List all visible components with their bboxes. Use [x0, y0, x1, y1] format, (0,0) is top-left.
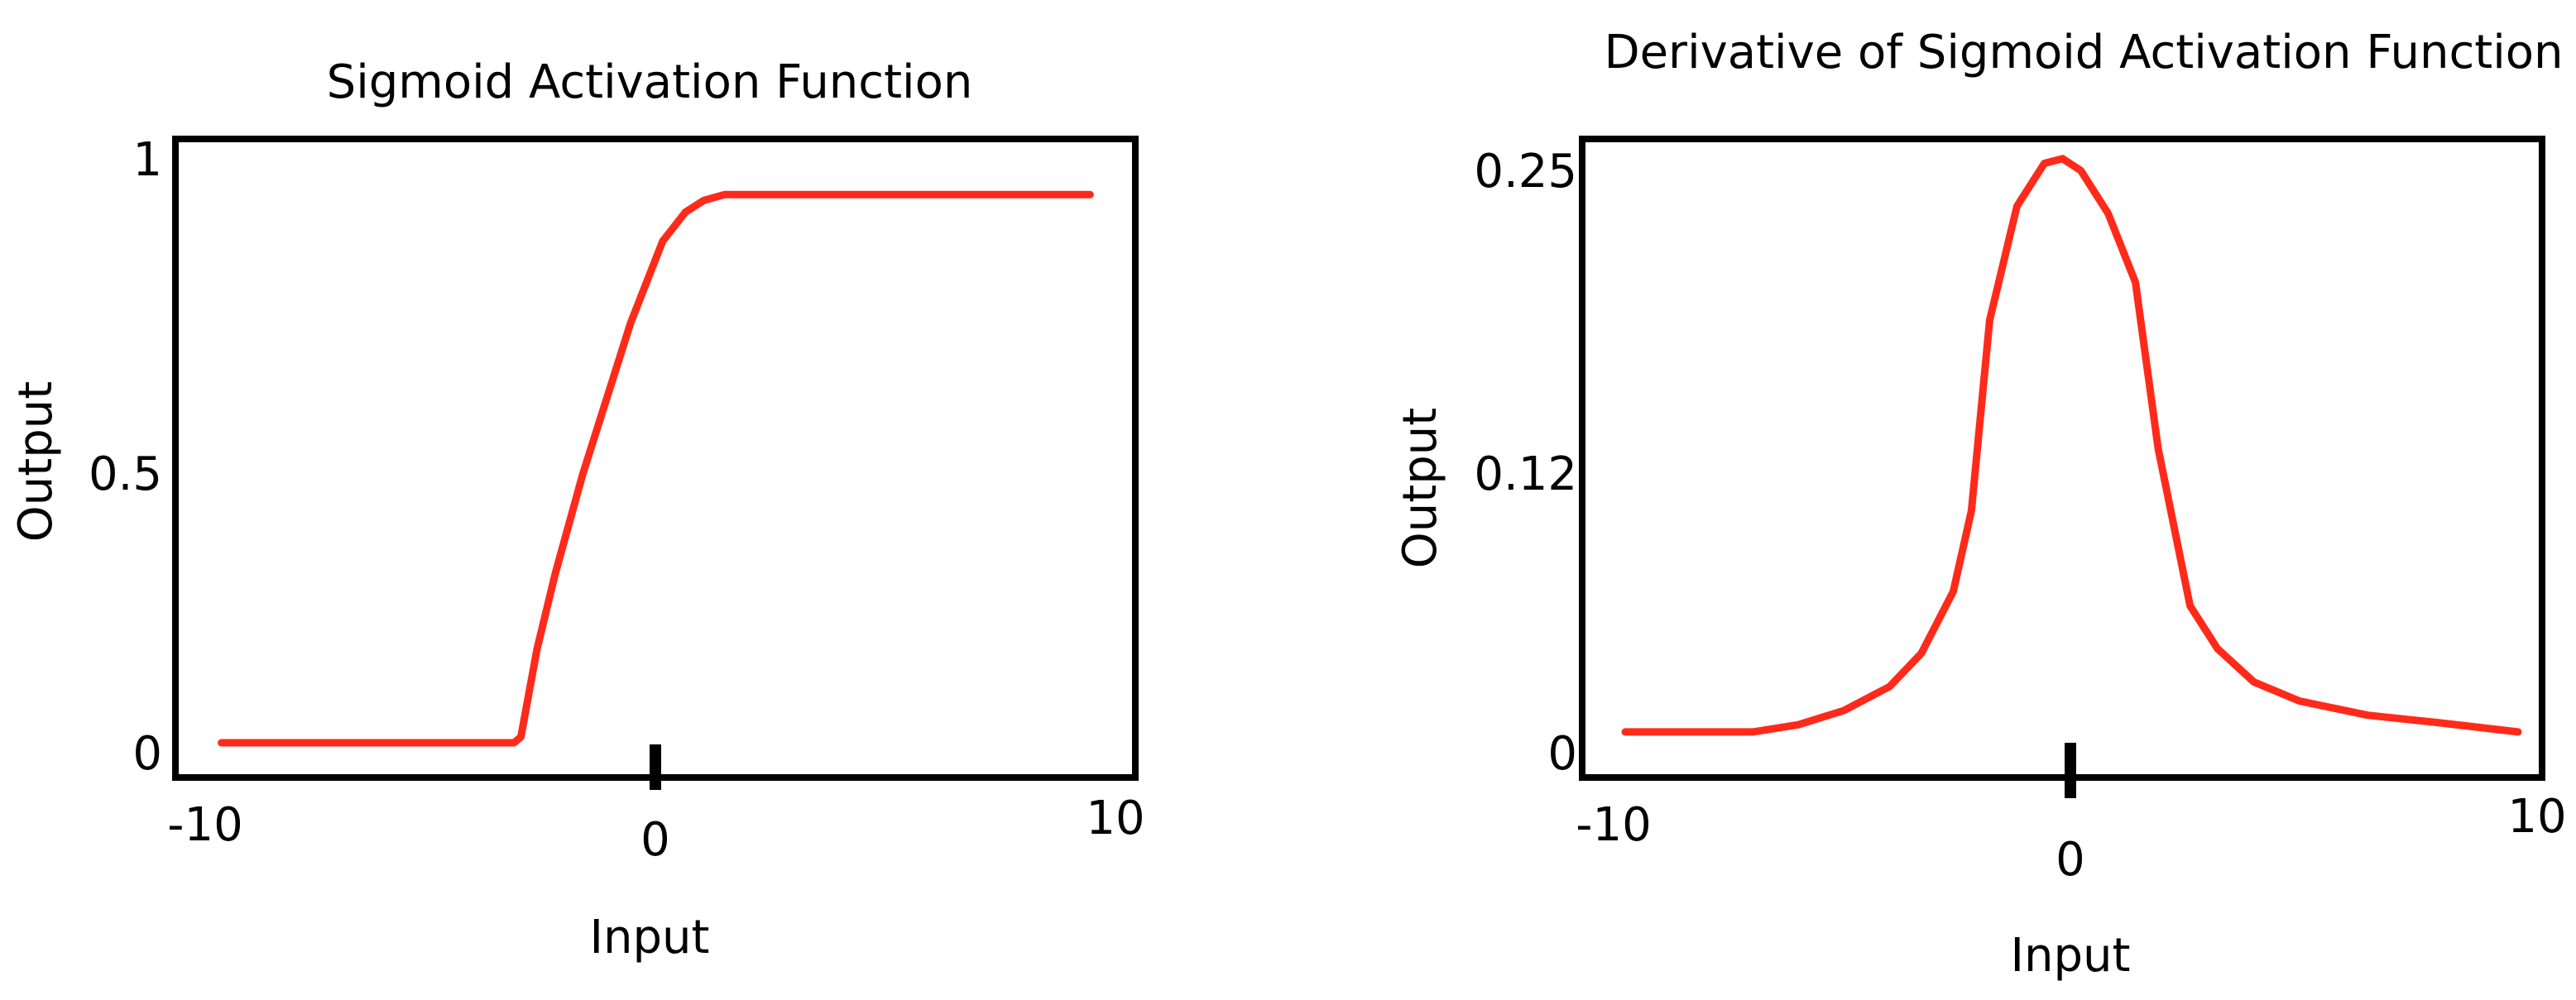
x-axis-label: Input: [2010, 929, 2130, 983]
y-axis-label: Output: [9, 381, 63, 543]
x-tick-label: 0: [2056, 833, 2085, 887]
x-tick-label: 10: [2507, 790, 2566, 844]
x-tick-label: -10: [167, 798, 242, 852]
y-tick-label: 0.25: [1474, 145, 1577, 199]
chart-sigmoid: Sigmoid Activation Function Output Input…: [9, 55, 1145, 964]
y-axis-label: Output: [1394, 408, 1447, 569]
series-line: [1621, 155, 2522, 736]
chart-title: Sigmoid Activation Function: [327, 55, 973, 109]
x-tick-label: -10: [1576, 798, 1651, 852]
x-axis-label: Input: [589, 911, 709, 964]
y-tick-label: 0: [132, 727, 162, 781]
y-tick-label: 0: [1547, 727, 1577, 781]
plot-frame: [172, 136, 1139, 781]
plot-frame: [1579, 136, 2545, 781]
series-line: [218, 190, 1094, 747]
x-tick-label: 10: [1086, 792, 1144, 845]
y-tick-label: 1: [132, 133, 162, 187]
chart-sigmoid-derivative: Derivative of Sigmoid Activation Functio…: [1394, 26, 2567, 983]
x-tick-label: 0: [640, 813, 670, 867]
y-tick-label: 0.5: [89, 447, 162, 501]
chart-title: Derivative of Sigmoid Activation Functio…: [1604, 26, 2563, 79]
y-tick-label: 0.12: [1474, 447, 1577, 501]
